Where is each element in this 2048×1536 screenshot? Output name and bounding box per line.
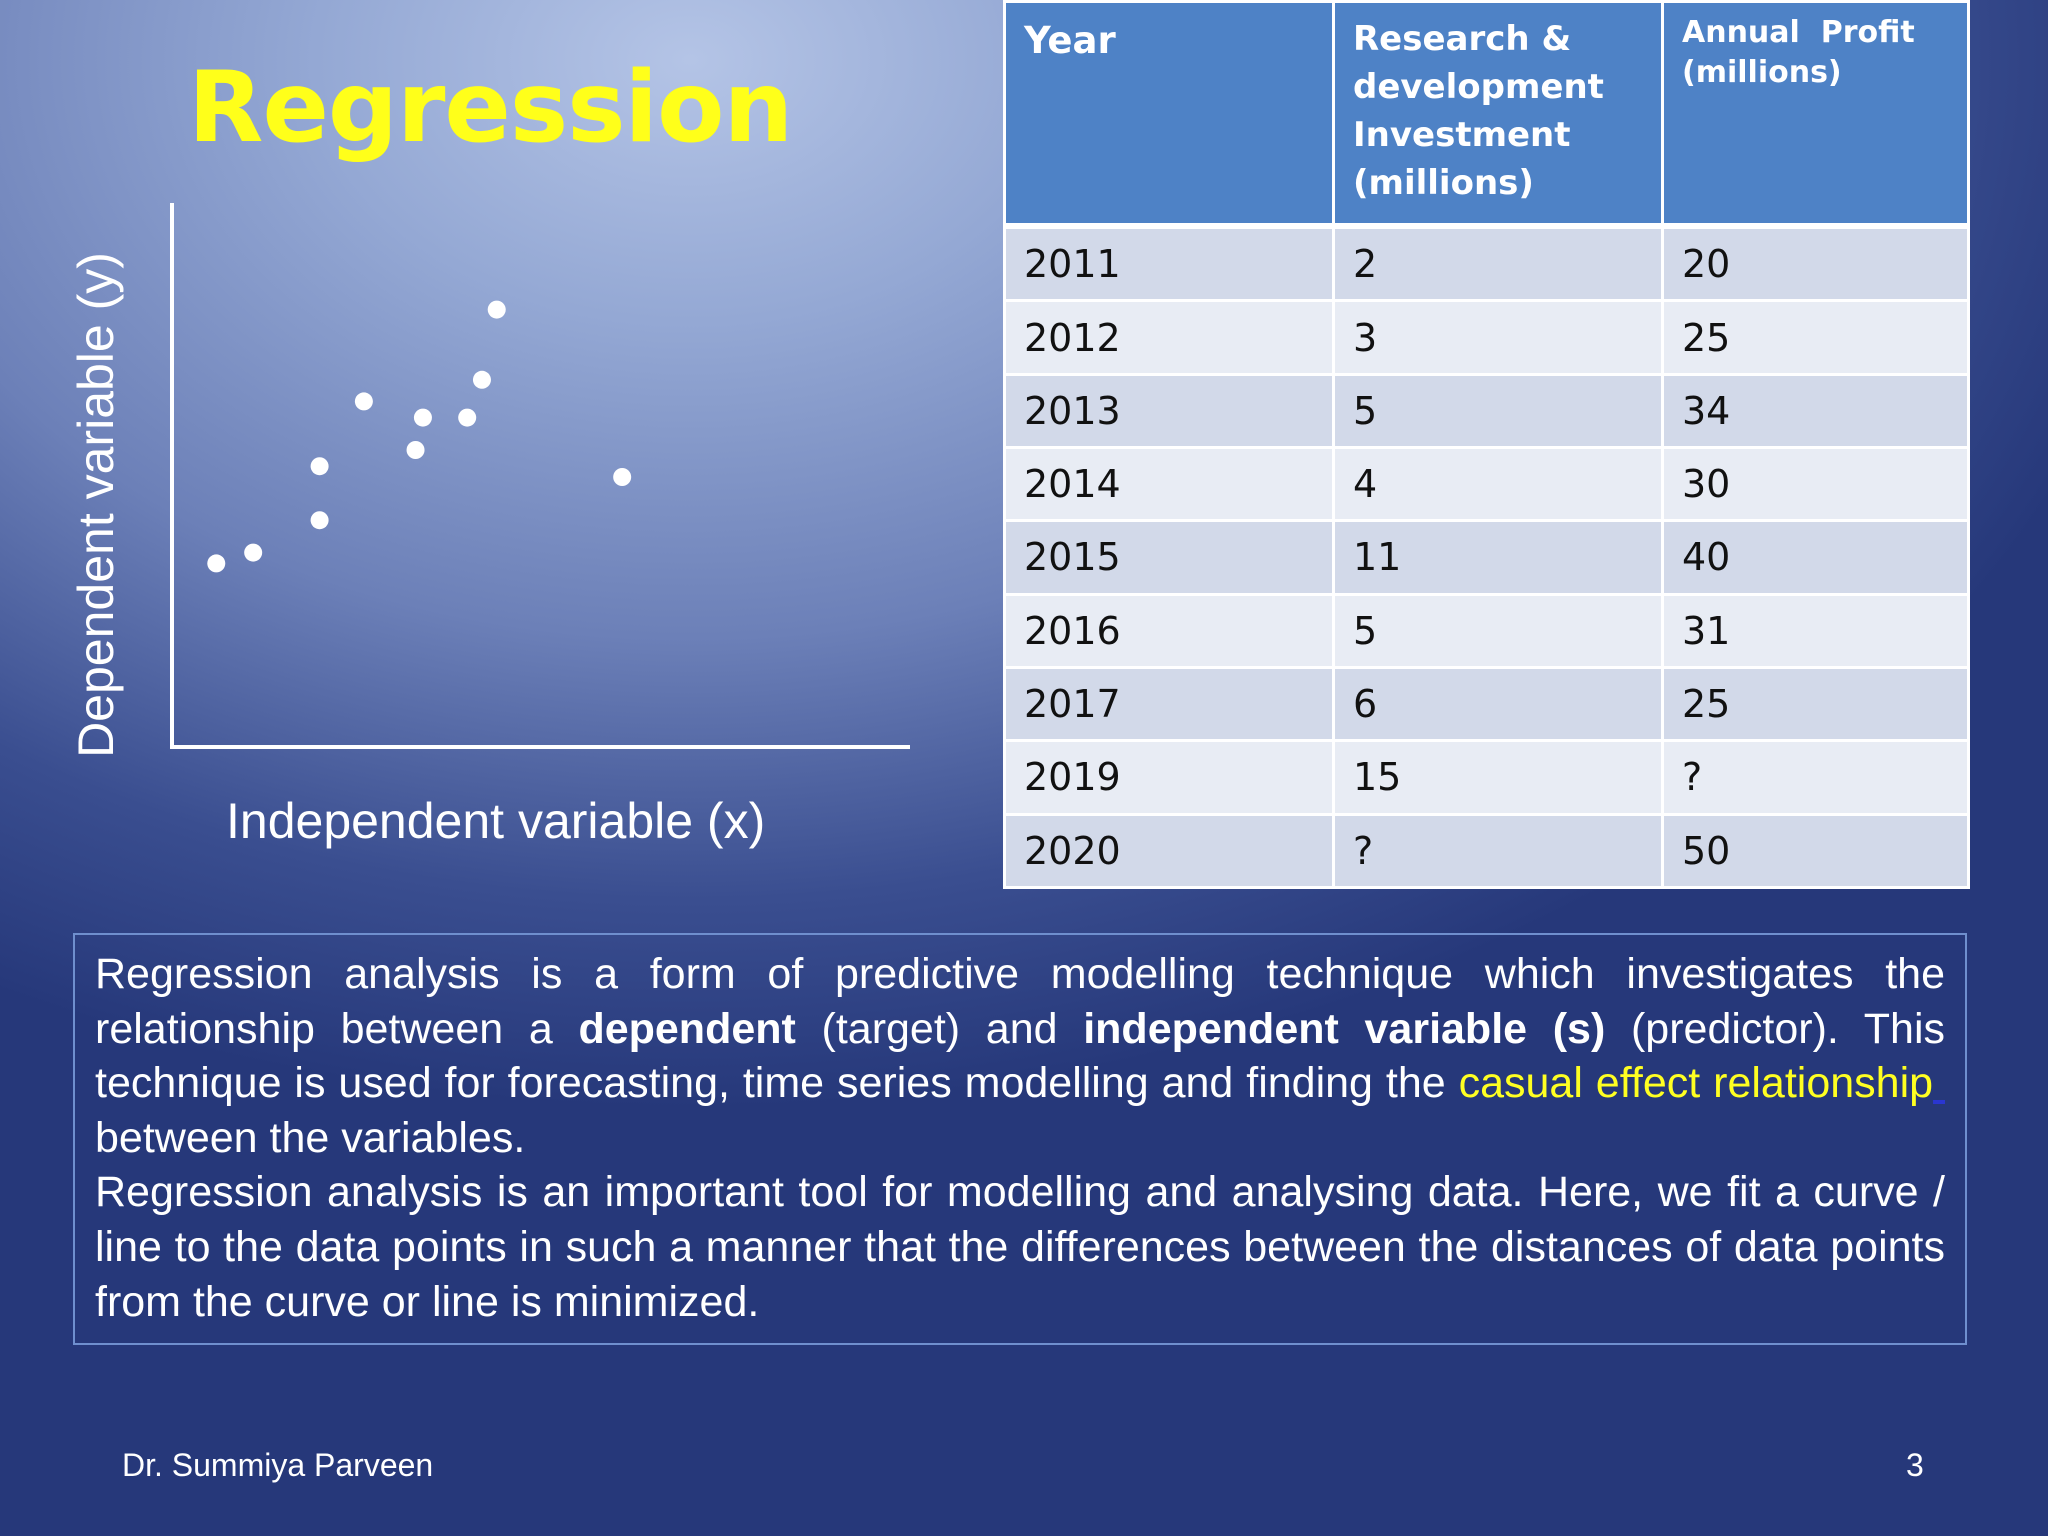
- cell-investment: 3: [1332, 299, 1664, 376]
- table-row: 2015 11 40: [1003, 519, 1970, 596]
- cell-year: 2015: [1003, 519, 1335, 596]
- table-header-row: Year Research & development Investment (…: [1003, 0, 1970, 229]
- cell-investment: 11: [1332, 519, 1664, 596]
- cell-year: 2016: [1003, 592, 1335, 669]
- text-segment: between the variables.: [95, 1113, 526, 1162]
- cell-profit: 20: [1661, 224, 1970, 303]
- description-text-box: Regression analysis is a form of predict…: [73, 933, 1967, 1345]
- paragraph-purpose: Regression analysis is an important tool…: [95, 1168, 1945, 1326]
- chart-points: [207, 300, 632, 573]
- text-segment: Regression analysis is a form of predict…: [95, 950, 1945, 1053]
- header-rd-investment: Research & development Investment (milli…: [1332, 0, 1664, 229]
- chart-axes: [170, 203, 910, 749]
- data-point: [487, 300, 506, 319]
- table-row: 2013 5 34: [1003, 372, 1970, 450]
- slide-title: Regression: [188, 51, 793, 165]
- cell-profit: 34: [1661, 372, 1970, 450]
- scatter-plot: [170, 203, 910, 749]
- bold-term-independent: independent variable (s): [1083, 1004, 1606, 1053]
- data-point: [310, 511, 329, 530]
- cell-investment: 4: [1332, 445, 1664, 523]
- cell-investment: 5: [1332, 592, 1664, 669]
- data-table: Year Research & development Investment (…: [1003, 0, 1970, 890]
- cell-profit: 50: [1661, 812, 1970, 890]
- header-annual-profit: Annual Profit (millions): [1661, 0, 1970, 229]
- cell-profit: ?: [1661, 739, 1970, 816]
- data-point: [354, 392, 373, 411]
- y-axis-label: Dependent variable (y): [68, 252, 124, 758]
- data-point: [472, 370, 491, 389]
- hyperlink-marker[interactable]: [1933, 1059, 1945, 1107]
- highlight-causal-effect: casual effect relationship: [1458, 1059, 1934, 1108]
- cell-investment: 5: [1332, 372, 1664, 450]
- cell-year: 2011: [1003, 224, 1335, 303]
- data-point: [458, 408, 477, 427]
- paragraph-definition: Regression analysis is a form of predict…: [95, 947, 1945, 1165]
- cell-profit: 31: [1661, 592, 1970, 669]
- header-year: Year: [1003, 0, 1335, 229]
- cell-profit: 25: [1661, 665, 1970, 743]
- slide-number: 3: [1906, 1447, 1924, 1483]
- data-point: [613, 468, 632, 486]
- cell-year: 2019: [1003, 739, 1335, 816]
- table-row: 2017 6 25: [1003, 665, 1970, 743]
- text-segment: (target) and: [795, 1004, 1084, 1053]
- cell-year: 2020: [1003, 812, 1335, 890]
- data-point: [244, 543, 263, 562]
- cell-profit: 25: [1661, 299, 1970, 376]
- table-row: 2014 4 30: [1003, 445, 1970, 523]
- cell-investment: 15: [1332, 739, 1664, 816]
- cell-investment: 6: [1332, 665, 1664, 743]
- cell-year: 2017: [1003, 665, 1335, 743]
- data-point: [310, 457, 329, 476]
- data-point: [413, 408, 432, 427]
- bold-term-dependent: dependent: [578, 1004, 796, 1053]
- table-row: 2019 15?: [1003, 739, 1970, 816]
- cell-year: 2013: [1003, 372, 1335, 450]
- table-row: 2012 3 25: [1003, 299, 1970, 376]
- cell-profit: 40: [1661, 519, 1970, 596]
- footer-author: Dr. Summiya Parveen: [122, 1447, 434, 1483]
- data-point: [207, 554, 226, 573]
- table-row: 2016 5 31: [1003, 592, 1970, 669]
- text-segment: (predictor). This technique is used for …: [95, 1004, 1945, 1108]
- cell-year: 2014: [1003, 445, 1335, 523]
- cell-investment: 2: [1332, 224, 1664, 303]
- cell-profit: 30: [1661, 445, 1970, 523]
- table-row: 2020? 50: [1003, 812, 1970, 890]
- x-axis-label: Independent variable (x): [226, 793, 766, 849]
- data-point: [406, 441, 425, 459]
- table-row: 2011 2 20: [1003, 224, 1970, 303]
- cell-year: 2012: [1003, 299, 1335, 376]
- cell-investment: ?: [1332, 812, 1664, 890]
